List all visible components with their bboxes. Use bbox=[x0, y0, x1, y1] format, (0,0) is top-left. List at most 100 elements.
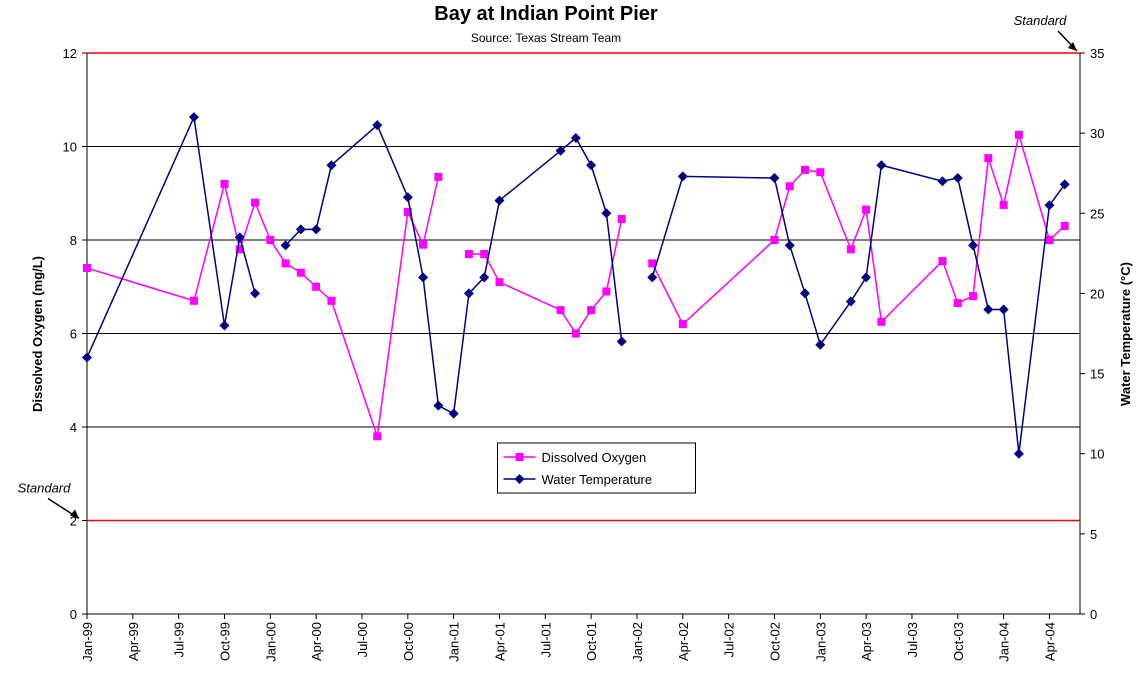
x-tick-label: Jul-01 bbox=[538, 622, 553, 657]
y2-tick-label: 5 bbox=[1090, 527, 1097, 542]
data-point bbox=[617, 214, 626, 223]
x-tick-label: Jan-99 bbox=[80, 622, 95, 662]
data-point bbox=[418, 272, 429, 283]
data-point bbox=[1044, 200, 1055, 211]
x-tick-label: Jul-03 bbox=[905, 622, 920, 657]
data-point bbox=[998, 304, 1009, 315]
x-tick-label: Oct-00 bbox=[401, 622, 416, 661]
data-point bbox=[861, 272, 872, 283]
data-point bbox=[83, 264, 91, 273]
y2-tick-label: 20 bbox=[1090, 286, 1104, 301]
data-point bbox=[296, 268, 305, 277]
data-point bbox=[372, 120, 383, 131]
data-point bbox=[433, 400, 444, 411]
data-point bbox=[234, 232, 245, 243]
data-point bbox=[937, 176, 948, 187]
data-point bbox=[220, 179, 229, 188]
legend-marker bbox=[514, 474, 525, 484]
data-point bbox=[403, 207, 412, 216]
data-point bbox=[815, 339, 826, 350]
data-point bbox=[968, 240, 979, 251]
x-tick-label: Jan-00 bbox=[263, 622, 278, 662]
x-tick-label: Apr-01 bbox=[492, 622, 507, 661]
data-point bbox=[448, 408, 459, 419]
y-tick-label: 4 bbox=[70, 420, 77, 435]
x-tick-label: Apr-04 bbox=[1042, 622, 1057, 661]
x-tick-label: Jul-99 bbox=[172, 622, 187, 657]
legend-label: Water Temperature bbox=[542, 472, 653, 487]
y-tick-label: 8 bbox=[70, 233, 77, 248]
data-point bbox=[295, 224, 306, 235]
data-point bbox=[479, 272, 490, 283]
chart-title: Bay at Indian Point Pier bbox=[434, 3, 658, 25]
y-tick-label: 2 bbox=[70, 514, 77, 529]
legend-label: Dissolved Oxygen bbox=[542, 450, 647, 465]
data-point bbox=[785, 182, 794, 191]
data-point bbox=[1014, 130, 1023, 139]
y2-tick-label: 30 bbox=[1090, 126, 1104, 141]
data-point bbox=[647, 272, 658, 283]
x-tick-label: Apr-02 bbox=[676, 622, 691, 661]
x-tick-label: Jan-03 bbox=[813, 622, 828, 662]
y2-axis-label: Water Temperature (°C) bbox=[1118, 262, 1133, 406]
legend-marker bbox=[515, 453, 524, 461]
data-point bbox=[784, 240, 795, 251]
x-tick-label: Jan-02 bbox=[630, 622, 645, 662]
data-point bbox=[1059, 179, 1070, 190]
annotation: Standard bbox=[1014, 13, 1068, 28]
data-point bbox=[464, 250, 473, 259]
x-tick-label: Oct-03 bbox=[951, 622, 966, 661]
data-point bbox=[251, 198, 260, 207]
data-point bbox=[769, 173, 780, 184]
data-point bbox=[373, 432, 382, 441]
y-tick-label: 0 bbox=[70, 607, 77, 622]
data-point bbox=[480, 250, 489, 259]
data-point bbox=[1013, 448, 1024, 459]
y-tick-label: 10 bbox=[63, 140, 77, 155]
data-point bbox=[1045, 236, 1054, 244]
data-point bbox=[82, 352, 92, 363]
data-point bbox=[877, 317, 886, 326]
data-point bbox=[601, 208, 612, 219]
data-point bbox=[311, 224, 322, 235]
x-tick-label: Jan-01 bbox=[447, 622, 462, 662]
chart-subtitle: Source: Texas Stream Team bbox=[471, 31, 621, 45]
legend-box bbox=[497, 442, 696, 494]
data-point bbox=[770, 236, 779, 244]
x-tick-label: Apr-99 bbox=[126, 622, 141, 661]
x-tick-label: Jul-02 bbox=[722, 622, 737, 657]
data-point bbox=[189, 296, 198, 305]
data-point bbox=[326, 160, 337, 171]
data-point bbox=[327, 296, 336, 305]
data-point bbox=[419, 240, 428, 249]
data-point bbox=[587, 306, 596, 315]
arrow-head bbox=[1068, 42, 1077, 51]
data-point bbox=[280, 240, 291, 251]
data-point bbox=[999, 200, 1008, 209]
x-tick-label: Apr-00 bbox=[309, 622, 324, 661]
data-point bbox=[494, 195, 505, 206]
data-point bbox=[219, 320, 230, 331]
data-point bbox=[938, 257, 947, 266]
data-point bbox=[1060, 221, 1069, 230]
data-point bbox=[846, 245, 855, 254]
data-point bbox=[570, 132, 581, 143]
series-line bbox=[86, 134, 1066, 437]
y2-tick-label: 0 bbox=[1090, 607, 1097, 622]
x-tick-label: Oct-01 bbox=[584, 622, 599, 661]
data-point bbox=[434, 172, 443, 181]
y2-tick-label: 15 bbox=[1090, 367, 1104, 382]
data-point bbox=[984, 154, 993, 163]
data-point bbox=[648, 259, 657, 268]
data-point bbox=[845, 296, 856, 307]
data-point bbox=[953, 299, 962, 308]
x-tick-label: Oct-02 bbox=[767, 622, 782, 661]
data-point bbox=[571, 329, 580, 338]
data-point bbox=[677, 171, 688, 182]
data-point bbox=[816, 168, 825, 177]
data-point bbox=[266, 236, 275, 244]
data-point bbox=[495, 278, 504, 287]
x-tick-label: Oct-99 bbox=[217, 622, 232, 661]
data-point bbox=[188, 112, 199, 123]
